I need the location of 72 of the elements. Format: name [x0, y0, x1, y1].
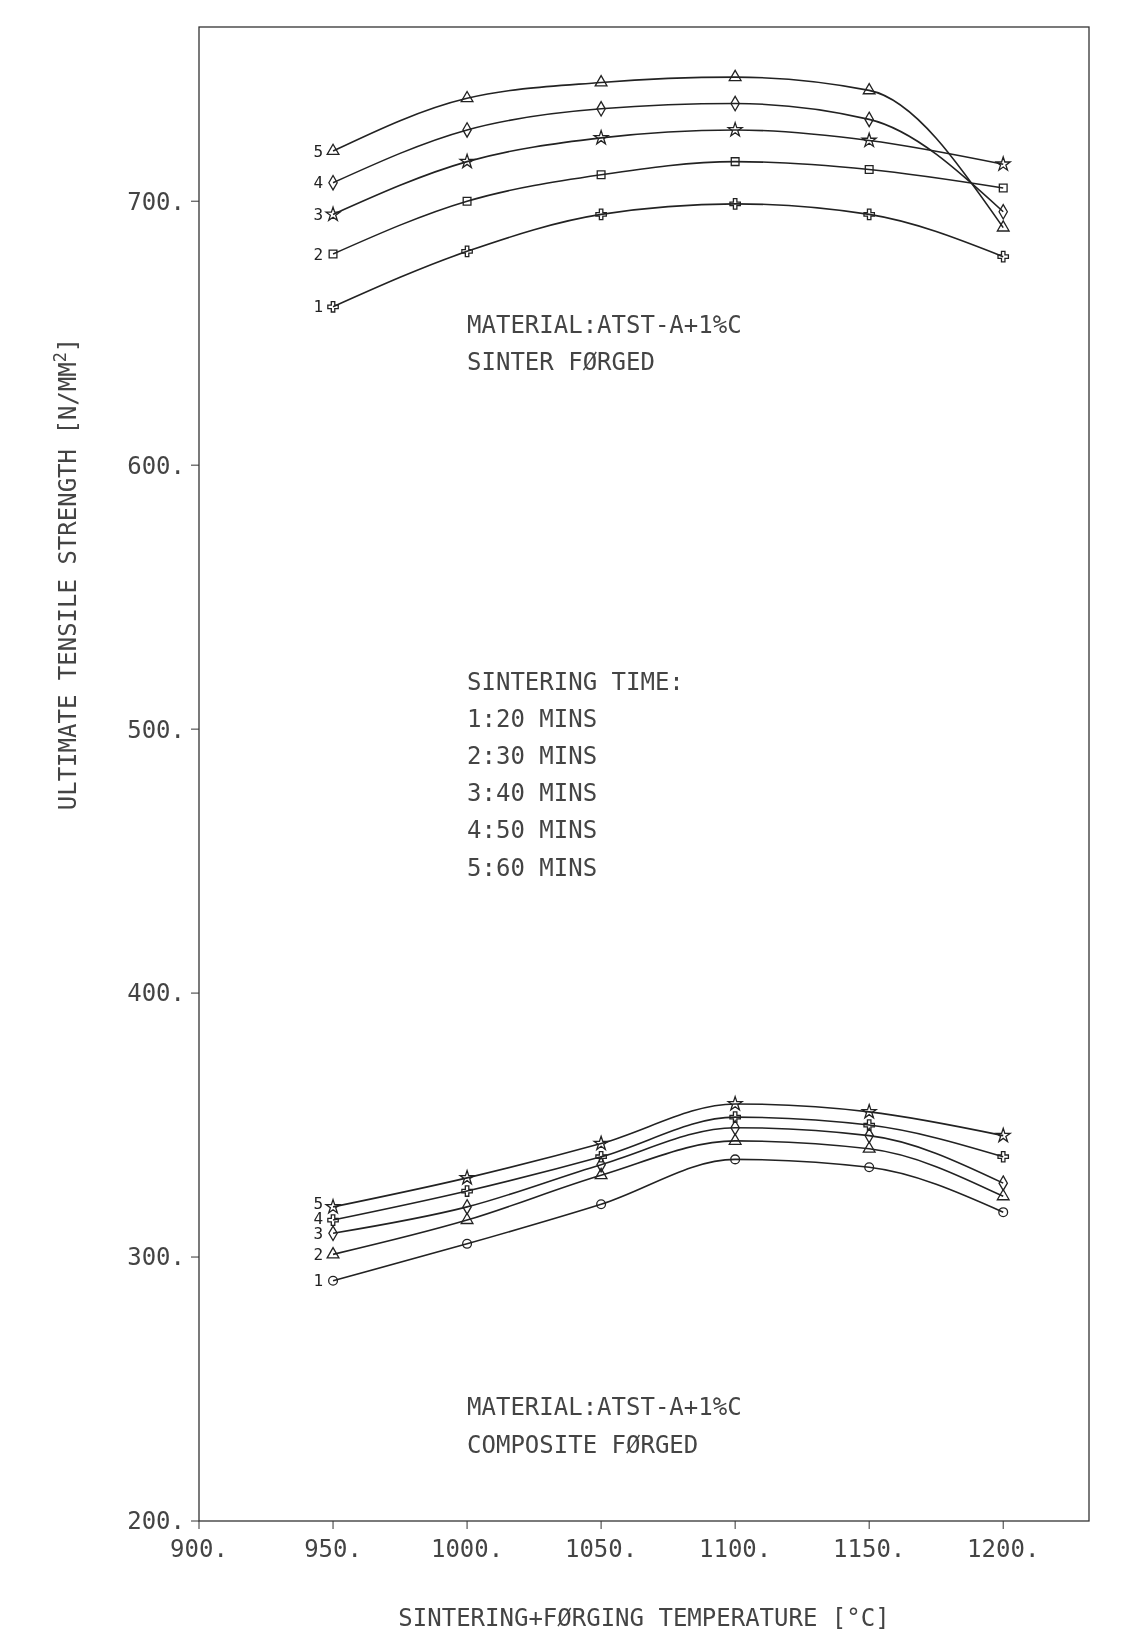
point — [595, 1150, 607, 1163]
point — [462, 1238, 473, 1249]
point — [593, 1135, 609, 1151]
series-label: 1 — [313, 1271, 324, 1291]
point — [728, 69, 742, 82]
point — [325, 1198, 341, 1214]
point — [863, 1119, 876, 1131]
series-label: 2 — [313, 1245, 324, 1264]
point — [327, 300, 339, 313]
series-label: 4 — [313, 173, 324, 193]
point — [728, 1133, 742, 1145]
point — [727, 121, 743, 137]
point — [596, 170, 606, 180]
point — [998, 1207, 1009, 1218]
point — [461, 1185, 473, 1197]
series-label: 1 — [313, 297, 324, 317]
point — [462, 196, 472, 206]
point — [864, 1162, 875, 1173]
annotation: MATERIAL:ATST-A+1%C SINTER FØRGED — [467, 311, 742, 377]
y-tick-label: 300. — [127, 1243, 185, 1272]
point — [730, 1154, 741, 1165]
x-tick-label: 1050. — [564, 1535, 638, 1563]
point — [995, 156, 1011, 171]
annotation: SINTERING TIME: 1:20 MINS 2:30 MINS 3:40 MINS 4:50 MINS 5:60 MINS — [467, 667, 684, 882]
point — [461, 245, 473, 258]
point — [325, 206, 341, 221]
x-tick-label: 1200. — [967, 1535, 1040, 1563]
point — [594, 1167, 608, 1180]
point — [863, 208, 876, 221]
series-label: 2 — [313, 244, 324, 264]
point — [730, 157, 740, 167]
point — [995, 1127, 1011, 1143]
x-tick-label: 900. — [170, 1535, 228, 1563]
point — [861, 1103, 877, 1119]
x-tick-label: 1000. — [430, 1535, 504, 1563]
point — [861, 132, 877, 148]
point — [996, 220, 1010, 232]
y-tick-label: 700. — [127, 187, 185, 216]
point — [460, 1212, 474, 1225]
x-axis-title: SINTERING+FØRGING TEMPERATURE [°C] — [398, 1604, 890, 1632]
y-tick-label: 600. — [127, 451, 185, 480]
point — [998, 183, 1008, 193]
point — [862, 1141, 876, 1153]
point — [729, 198, 741, 210]
series-label: 5 — [313, 141, 324, 161]
point — [862, 82, 876, 95]
point — [594, 74, 608, 87]
series-label: 3 — [313, 205, 324, 225]
point — [326, 143, 340, 156]
point — [327, 1214, 339, 1226]
point — [727, 1095, 743, 1111]
point — [328, 249, 338, 259]
point — [459, 1169, 475, 1185]
annotation: MATERIAL:ATST-A+1%C COMPOSITE FØRGED — [467, 1393, 742, 1459]
point — [864, 165, 874, 175]
point — [729, 1111, 741, 1123]
point — [326, 1246, 340, 1259]
y-tick-label: 500. — [127, 715, 185, 744]
x-tick-label: 950. — [304, 1535, 362, 1563]
point — [997, 250, 1010, 263]
point — [595, 208, 607, 221]
point — [460, 90, 474, 103]
point — [996, 1188, 1010, 1201]
point — [593, 129, 609, 145]
point — [596, 1199, 607, 1210]
x-tick-label: 1100. — [699, 1535, 772, 1563]
y-tick-label: 200. — [127, 1507, 185, 1536]
point — [328, 1275, 339, 1286]
x-tick-label: 1150. — [833, 1535, 906, 1563]
point — [459, 153, 475, 169]
point — [997, 1150, 1010, 1163]
y-tick-label: 400. — [127, 979, 185, 1008]
